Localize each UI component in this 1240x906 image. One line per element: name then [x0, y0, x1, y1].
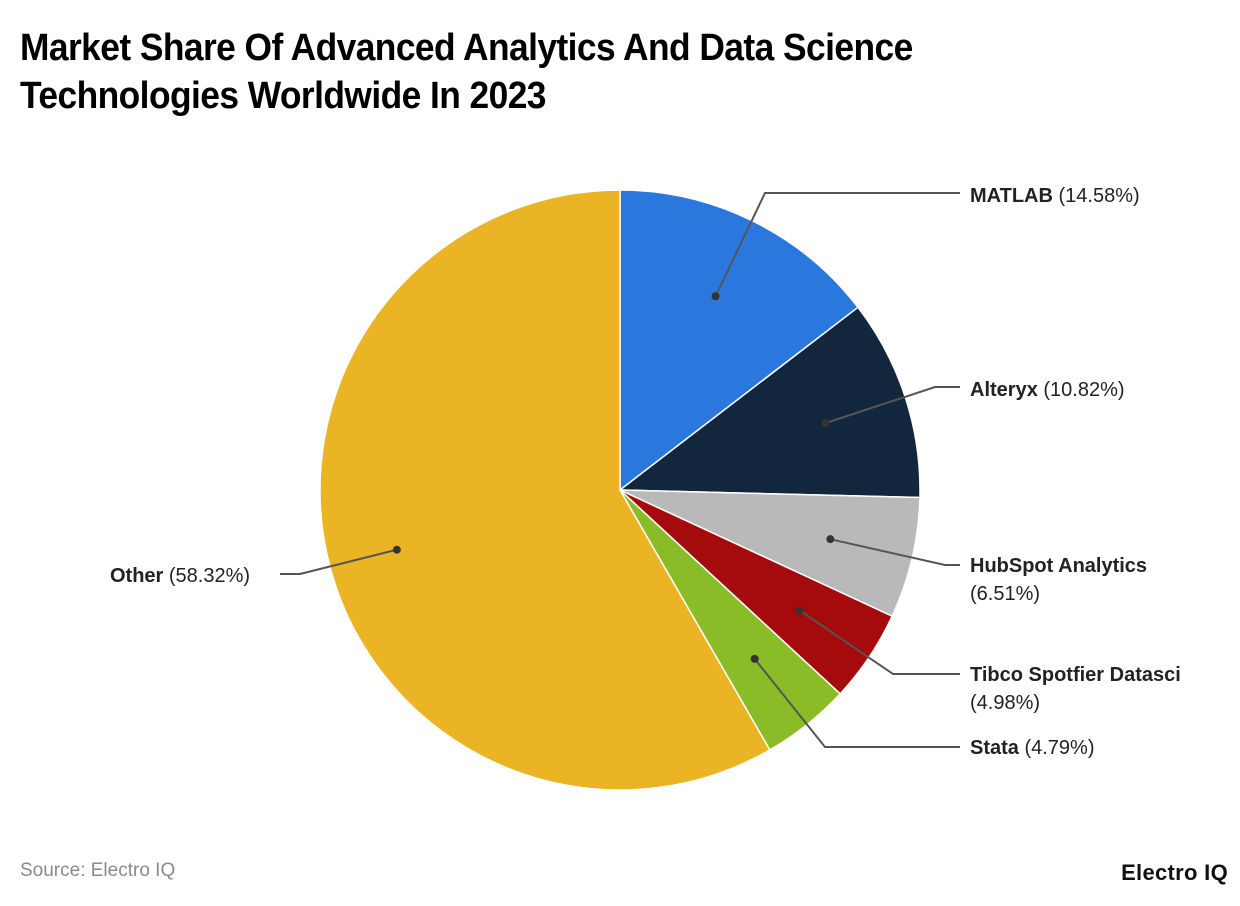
leader-dot [821, 419, 830, 428]
pie-slice-other [319, 189, 771, 791]
source-note: Source: Electro IQ [20, 860, 176, 881]
leader-lines [280, 192, 960, 748]
leader-dot [795, 606, 804, 615]
slice-label: MATLAB (14.58%) [970, 185, 1140, 207]
slice-label: Alteryx (10.82%) [970, 379, 1125, 401]
chart-title: Market Share Of Advanced Analytics And D… [20, 27, 913, 117]
slice-label: Tibco Spotfier Datasci (4.98%) [970, 664, 1181, 714]
leader-dot [826, 535, 835, 544]
leader-dot [392, 545, 401, 554]
leader-dot [711, 292, 720, 301]
leader-line [825, 386, 960, 425]
leader-line [280, 548, 398, 575]
leader-line [830, 538, 960, 566]
slice-label: Stata (4.79%) [970, 737, 1095, 759]
leader-line [798, 609, 960, 675]
slice-label: Other (58.32%) [110, 565, 250, 587]
slice-label: HubSpot Analytics (6.51%) [970, 555, 1147, 605]
leader-line [714, 192, 960, 297]
leader-line [753, 658, 960, 748]
pie-slices [319, 189, 921, 791]
brand-logo: Electro IQ [1121, 860, 1228, 885]
slice-labels: MATLAB (14.58%) Alteryx (10.82%) HubSpot A… [110, 185, 1181, 759]
leader-dot [750, 654, 759, 663]
